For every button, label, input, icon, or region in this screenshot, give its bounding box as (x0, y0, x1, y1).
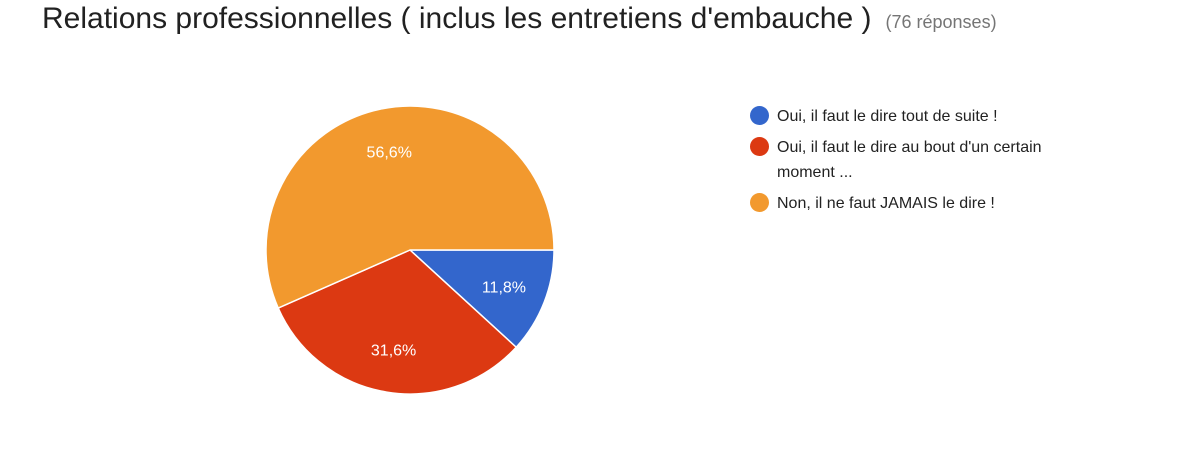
response-count: (76 réponses) (885, 12, 997, 32)
legend-item-non-jamais[interactable]: Non, il ne faut JAMAIS le dire ! (750, 191, 1080, 216)
slice-label-non-jamais: 56,6% (367, 144, 412, 161)
legend-label: Non, il ne faut JAMAIS le dire ! (777, 195, 995, 212)
slice-oui-certain-moment[interactable] (277, 249, 518, 395)
legend-item-oui-certain-moment[interactable]: Oui, il faut le dire au bout d'un certai… (750, 135, 1080, 185)
legend-item-oui-tout-de-suite[interactable]: Oui, il faut le dire tout de suite ! (750, 104, 1080, 129)
legend-swatch-icon (750, 193, 769, 212)
slice-oui-tout-de-suite[interactable] (408, 249, 555, 349)
slice-non-jamais[interactable] (265, 105, 555, 310)
chart-title: Relations professionnelles ( inclus les … (42, 2, 872, 35)
legend-swatch-icon (750, 106, 769, 125)
title-row: Relations professionnelles ( inclus les … (42, 2, 997, 36)
legend-label: Oui, il faut le dire tout de suite ! (777, 108, 998, 125)
legend: Oui, il faut le dire tout de suite ! Oui… (750, 104, 1080, 222)
legend-swatch-icon (750, 137, 769, 156)
legend-label: Oui, il faut le dire au bout d'un certai… (777, 139, 1042, 181)
slice-label-oui-tout-de-suite: 11,8% (482, 280, 526, 297)
slice-label-oui-certain-moment: 31,6% (371, 342, 416, 359)
